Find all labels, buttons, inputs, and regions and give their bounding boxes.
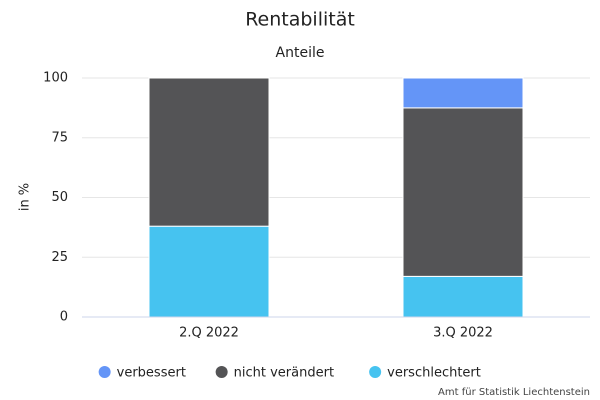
bar-segment xyxy=(402,275,524,318)
y-tick-label: 0 xyxy=(60,310,68,325)
chart-title: Rentabilität xyxy=(245,9,355,31)
legend-marker xyxy=(369,366,382,378)
legend-marker xyxy=(215,366,228,378)
y-axis-label: in % xyxy=(18,183,33,211)
credits: Amt für Statistik Liechtenstein xyxy=(438,387,590,398)
legend-marker xyxy=(98,366,111,378)
bar-segment xyxy=(148,77,270,227)
legend-label: nicht verändert xyxy=(234,366,334,381)
y-tick-label: 75 xyxy=(51,130,68,145)
legend-label: verschlechtert xyxy=(387,366,481,381)
x-tick-label: 3.Q 2022 xyxy=(433,326,493,341)
y-tick-label: 100 xyxy=(43,71,68,86)
bar-segment xyxy=(148,225,270,318)
bar-segment xyxy=(402,107,524,277)
chart-subtitle: Anteile xyxy=(276,45,325,61)
y-tick-label: 50 xyxy=(51,190,68,205)
x-tick-label: 2.Q 2022 xyxy=(179,326,239,341)
y-tick-label: 25 xyxy=(51,250,68,265)
legend-label: verbessert xyxy=(117,366,186,381)
bar-segment xyxy=(402,77,524,109)
